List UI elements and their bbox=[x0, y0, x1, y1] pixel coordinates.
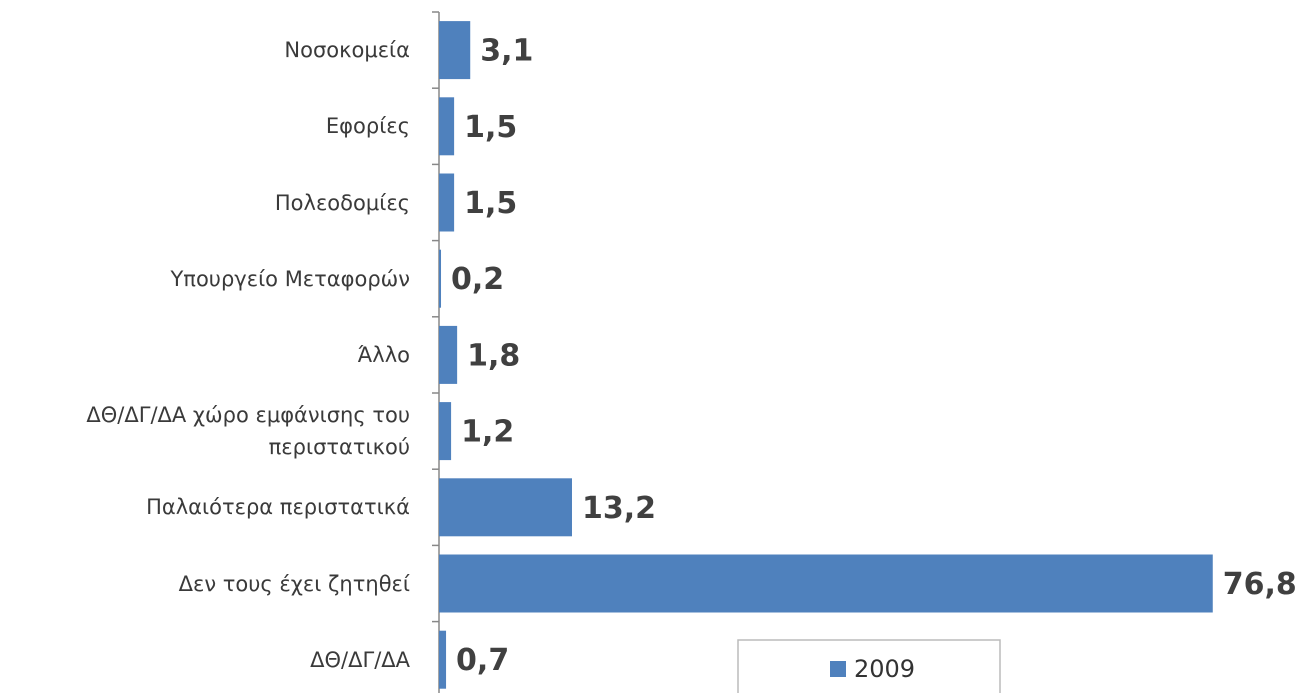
bar bbox=[439, 554, 1213, 613]
legend-label: 2009 bbox=[854, 655, 915, 683]
y-tick-label: Πολεοδομίες bbox=[274, 190, 410, 215]
bar bbox=[439, 97, 455, 156]
data-label: 1,8 bbox=[467, 338, 520, 373]
bar bbox=[439, 478, 572, 537]
data-label: 76,8 bbox=[1223, 567, 1297, 602]
y-tick-label: Παλαιότερα περιστατικά bbox=[146, 495, 410, 520]
y-tick-label: Δεν τους έχει ζητηθεί bbox=[178, 571, 410, 596]
legend-box bbox=[737, 639, 1001, 693]
y-tick-label: Εφορίες bbox=[325, 114, 410, 139]
data-label: 1,5 bbox=[464, 110, 517, 145]
y-tick-label: Άλλο bbox=[357, 342, 410, 367]
bar bbox=[439, 249, 442, 308]
data-label: 0,2 bbox=[451, 262, 504, 297]
bar bbox=[439, 402, 452, 461]
bar bbox=[439, 630, 447, 689]
bar bbox=[439, 325, 458, 384]
bar bbox=[439, 21, 471, 80]
data-label: 1,5 bbox=[464, 186, 517, 221]
y-tick-label: Νοσοκομεία bbox=[284, 38, 410, 63]
data-label: 1,2 bbox=[461, 415, 514, 450]
bar bbox=[439, 173, 455, 232]
data-label: 0,7 bbox=[456, 643, 509, 678]
legend-swatch bbox=[830, 661, 846, 677]
y-tick-label: ΔΘ/ΔΓ/ΔΑ bbox=[310, 647, 410, 672]
y-tick-label: ΔΘ/ΔΓ/ΔΑ χώρο εμφάνισης του περιστατικού bbox=[86, 403, 410, 460]
data-label: 3,1 bbox=[480, 34, 533, 69]
data-label: 13,2 bbox=[582, 491, 656, 526]
y-tick-label: Υπουργείο Μεταφορών bbox=[170, 266, 410, 291]
